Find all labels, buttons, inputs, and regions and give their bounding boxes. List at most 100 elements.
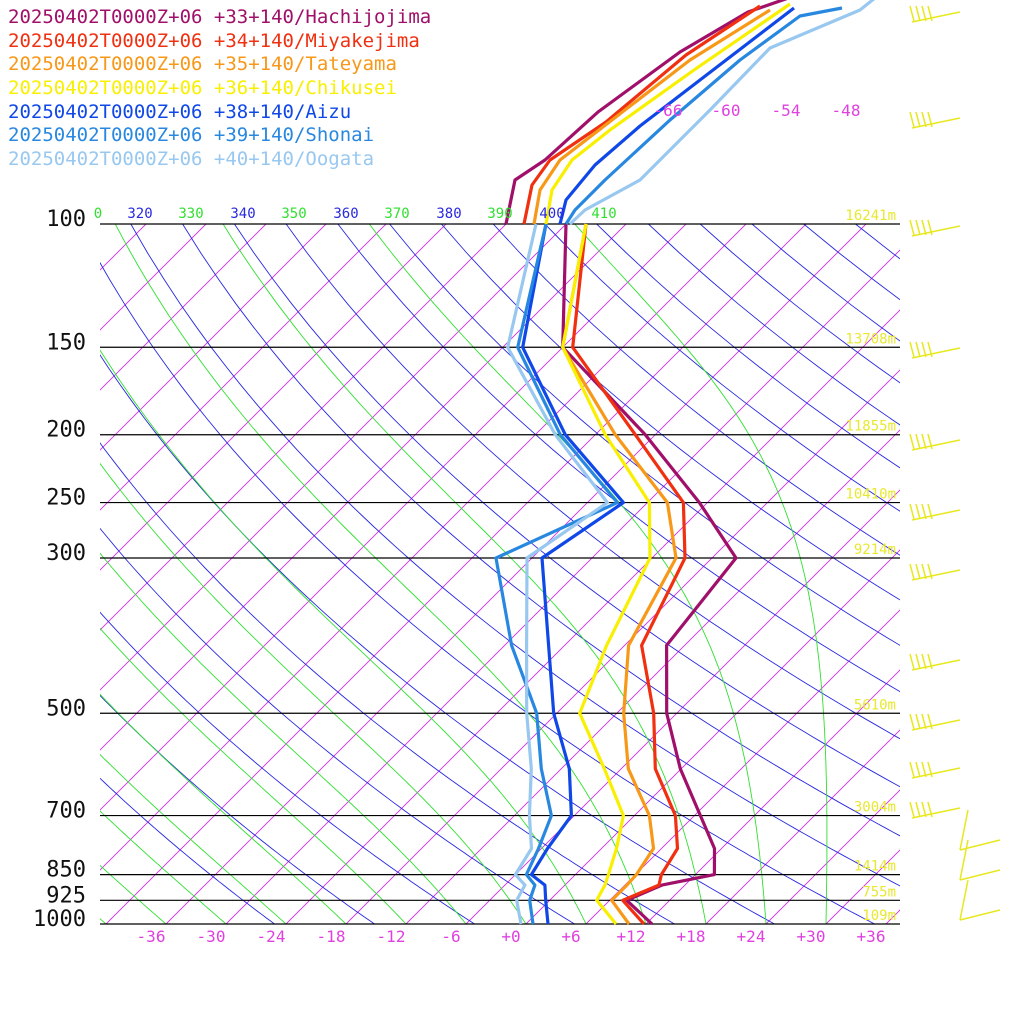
x-tick-label: +0 xyxy=(501,927,520,946)
x-tick-label: -24 xyxy=(257,927,286,946)
height-label: 11855m xyxy=(845,419,896,435)
wind-barb xyxy=(909,653,961,671)
theta-label: 320 xyxy=(127,206,152,222)
height-label: 13708m xyxy=(845,331,896,347)
x-tick-label: -30 xyxy=(197,927,226,946)
temperature-trace-upper xyxy=(504,0,788,225)
isotherm-line xyxy=(100,224,267,391)
isotherm-line xyxy=(100,224,687,811)
legend-entry: 20250402T0000Z+06 +35+140/Tateyama xyxy=(8,53,397,76)
isotherm-line xyxy=(525,549,900,924)
upper-temp-label: -48 xyxy=(832,101,861,120)
temperature-trace xyxy=(561,223,652,926)
legend-entry: 20250402T0000Z+06 +36+140/Chikusei xyxy=(8,77,397,100)
theta-label: 410 xyxy=(591,206,616,222)
dry-adiabat-line xyxy=(100,527,575,924)
moist-adiabat-line xyxy=(100,753,287,924)
isotherm-line xyxy=(645,669,900,924)
isotherm-line xyxy=(0,224,26,924)
upper-temp-label: -60 xyxy=(712,101,741,120)
isotherm-line xyxy=(705,729,900,924)
legend-entry: 20250402T0000Z+06 +39+140/Shonai xyxy=(8,124,375,147)
pressure-lines xyxy=(100,223,900,925)
theta-label: 350 xyxy=(281,206,306,222)
temperature-trace-upper xyxy=(564,6,843,225)
dry-adiabat-line xyxy=(648,224,900,426)
x-tick-label: -12 xyxy=(377,927,406,946)
temperature-trace-upper xyxy=(568,0,876,226)
x-tick-label: +36 xyxy=(857,927,886,946)
x-tick-label: -36 xyxy=(137,927,166,946)
dry-adiabat-line xyxy=(182,224,900,837)
dry-adiabat-line xyxy=(959,224,1024,924)
legend: 20250402T0000Z+06 +33+140/Hachijojima 202… xyxy=(8,6,431,172)
isotherm-line xyxy=(100,224,207,331)
wind-barbs xyxy=(909,5,1001,921)
isotherm-line xyxy=(885,909,900,924)
x-tick-label: +12 xyxy=(617,927,646,946)
temperature-trace xyxy=(494,223,619,925)
isotherm-line xyxy=(100,224,567,691)
wind-barb xyxy=(909,801,961,819)
temperature-trace-upper xyxy=(544,2,791,225)
height-label: 9214m xyxy=(854,542,896,558)
temperature-trace-upper xyxy=(558,6,795,225)
dry-adiabat-line xyxy=(803,224,900,301)
wind-barb xyxy=(909,761,961,779)
legend-entry: 20250402T0000Z+06 +33+140/Hachijojima xyxy=(8,6,432,28)
isotherm-line xyxy=(405,429,900,924)
upper-temp-label: -54 xyxy=(772,101,801,120)
pressure-label: 300 xyxy=(46,541,86,566)
temperature-trace xyxy=(521,223,625,925)
dry-adiabat-line xyxy=(234,224,900,788)
dry-adiabat-line xyxy=(130,224,900,887)
moist-adiabat-line xyxy=(100,810,227,924)
pressure-label: 700 xyxy=(46,799,86,824)
height-label: 16241m xyxy=(845,208,896,224)
x-tick-label: +6 xyxy=(561,927,580,946)
theta-label: 380 xyxy=(436,206,461,222)
height-label: 5610m xyxy=(854,697,896,713)
pressure-label: 925 xyxy=(46,883,86,908)
wind-barb xyxy=(909,111,961,129)
isotherm-line xyxy=(465,489,900,924)
wind-barb xyxy=(909,5,961,23)
wind-barb xyxy=(909,433,961,451)
moist-adiabat-line xyxy=(100,693,347,924)
moist-adiabat-line xyxy=(100,864,167,924)
theta-label: 360 xyxy=(333,206,358,222)
pressure-label: 250 xyxy=(46,486,86,511)
moist-adiabat-line xyxy=(100,627,407,924)
x-tick-label: -6 xyxy=(441,927,460,946)
isotherm-line xyxy=(100,224,747,871)
isotherm-line xyxy=(100,224,387,511)
upper-temp-label: -66 xyxy=(654,101,683,120)
wind-barb xyxy=(909,503,961,521)
dry-adiabat-line xyxy=(596,224,900,469)
height-label: 755m xyxy=(862,884,896,900)
moist-adiabat-line xyxy=(100,349,587,924)
isotherm-line xyxy=(100,224,507,631)
isotherm-line xyxy=(165,224,867,924)
wind-barb xyxy=(959,809,1001,851)
height-label: 3004m xyxy=(854,800,896,816)
height-label: 109m xyxy=(862,908,896,924)
isotherm-line xyxy=(285,309,900,924)
wind-barb xyxy=(959,879,1001,921)
isotherm-line xyxy=(105,224,807,924)
wind-barb xyxy=(909,563,961,581)
isotherm-line xyxy=(946,224,1024,924)
wind-barb xyxy=(909,713,961,731)
temperature-trace xyxy=(561,223,678,925)
moist-adiabat-line xyxy=(222,224,707,924)
wind-barb xyxy=(959,839,1001,881)
temperature-trace xyxy=(571,223,687,926)
pressure-label: 500 xyxy=(46,696,86,721)
temperature-trace xyxy=(506,223,609,925)
isotherm-line xyxy=(225,249,900,924)
theta-label: 390 xyxy=(487,206,512,222)
pressure-label: 850 xyxy=(46,858,86,883)
dry-adiabat-line xyxy=(1011,224,1024,924)
